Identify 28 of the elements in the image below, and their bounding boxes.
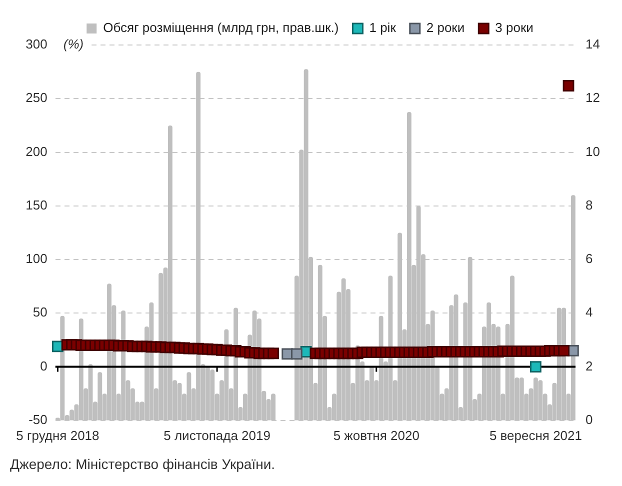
- legend-label: Обсяг розміщення (млрд грн, прав.шк.): [103, 20, 339, 36]
- y-tick-label: 0: [40, 358, 48, 374]
- y2-tick-label: 10: [586, 144, 600, 159]
- y-tick-label: 200: [26, 144, 48, 159]
- y2-tick-label: 4: [586, 304, 593, 320]
- legend-label: 2 роки: [426, 20, 465, 36]
- x-tick-label: 5 жовтня 2020: [333, 428, 420, 443]
- legend-label: 1 рік: [369, 20, 396, 36]
- y-tick-label: 50: [32, 304, 48, 320]
- y-tick-label: 150: [26, 197, 48, 212]
- x-tick-label: 5 листопада 2019: [164, 428, 270, 443]
- legend-label: 3 роки: [495, 20, 534, 36]
- y2-tick-label: 2: [586, 358, 593, 374]
- point: [291, 348, 302, 360]
- y-tick-label: 100: [26, 251, 48, 266]
- y2-tick-label: 14: [586, 36, 600, 52]
- y-tick-label: 250: [26, 90, 48, 106]
- y2-tick-label: 6: [586, 251, 593, 266]
- x-tick-label: 5 грудня 2018: [16, 428, 100, 443]
- y2-tick-label: 0: [586, 412, 593, 427]
- y2-tick-label: 8: [586, 197, 593, 212]
- point: [530, 361, 542, 372]
- x-tick-label: 5 вересня 2021: [489, 428, 582, 443]
- y-axis-title: (%): [63, 36, 84, 52]
- y-tick-label: -50: [28, 412, 48, 427]
- y-tick-label: 300: [26, 36, 48, 52]
- text: Джерело: Міністерство фінансів України.: [9, 456, 276, 472]
- y2-tick-label: 12: [586, 90, 600, 106]
